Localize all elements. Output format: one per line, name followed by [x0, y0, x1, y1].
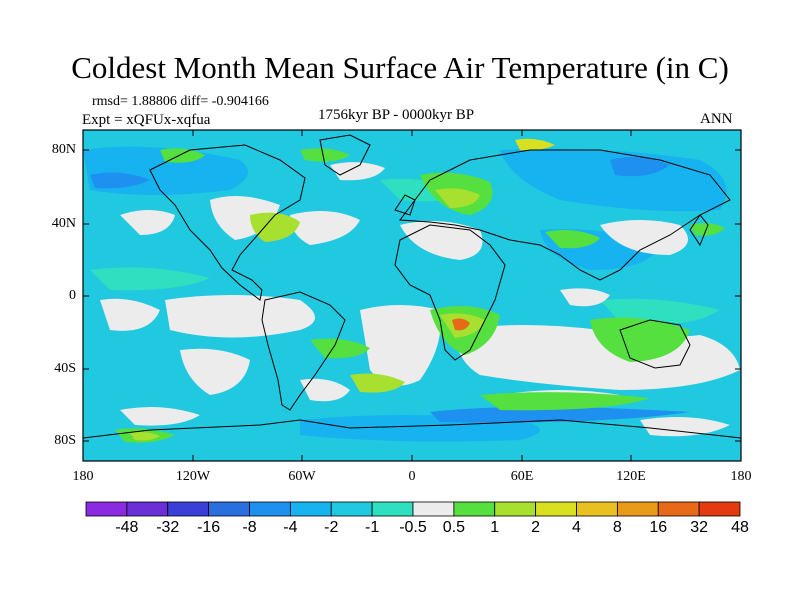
neutral-patch — [100, 298, 160, 331]
neutral-patch — [600, 220, 688, 255]
neglight-patch — [90, 267, 210, 291]
coastlines — [82, 134, 742, 439]
neutral-patch — [120, 406, 200, 426]
uk-coast — [394, 194, 416, 216]
colorbar-label: -48 — [115, 519, 139, 536]
colorbar-box — [616, 501, 659, 517]
lon-label-180e: 180 — [730, 469, 752, 484]
posmid-patch — [350, 373, 405, 393]
colorbar-label: 48 — [731, 519, 749, 536]
neutral-patch — [330, 162, 385, 181]
poslight-patch — [480, 392, 650, 411]
axis-ticks — [83, 130, 741, 461]
colorbar-label: -16 — [197, 519, 221, 536]
hot-patch — [452, 318, 470, 331]
colorbar-box — [535, 501, 577, 517]
colorbar-box — [85, 501, 128, 517]
posmid-patch — [130, 432, 160, 441]
colorbar-box — [249, 501, 291, 517]
colorbar-label: 1 — [490, 519, 500, 536]
colorbar-box — [453, 501, 496, 517]
posmid-patch — [250, 212, 300, 242]
neutral-patch — [120, 210, 175, 235]
lon-label-180w: 180 — [72, 469, 94, 484]
colorbar-label: -0.5 — [399, 519, 427, 536]
lon-label-120e: 120E — [616, 469, 646, 484]
colorbar-label: -2 — [324, 519, 339, 536]
experiment-label: Expt = xQFUx-xqfua — [82, 112, 211, 128]
negstrong-patch — [90, 172, 150, 189]
lon-label-60e: 60E — [510, 469, 534, 484]
lat-label-0: 0 — [69, 288, 76, 303]
rmsd-diff-stat: rmsd= 1.88806 diff= -0.904166 — [92, 94, 269, 109]
lon-label-60w: 60W — [288, 469, 316, 484]
lat-label-80n: 80N — [51, 142, 76, 157]
south-america-coast — [261, 291, 346, 411]
temperature-field — [83, 130, 741, 461]
colorbar-label: -1 — [365, 519, 380, 536]
colorbar-label: -4 — [283, 519, 298, 536]
colorbar-box — [208, 501, 250, 517]
neutral-patch — [640, 416, 730, 437]
neutral-patch — [400, 221, 483, 260]
colorbar-box — [371, 501, 414, 517]
neutral-patch — [165, 295, 315, 338]
negmid-patch — [500, 148, 727, 212]
negstrong-patch — [610, 156, 670, 177]
lat-label-40n: 40N — [51, 216, 76, 231]
eurasia-coast — [399, 149, 731, 281]
poslight-patch — [310, 338, 370, 359]
japan-coast — [689, 214, 709, 247]
colorbar-box — [289, 501, 332, 517]
australia-coast — [619, 319, 691, 369]
poslight-patch — [300, 148, 350, 162]
colorbar-label: 0.5 — [442, 519, 465, 536]
neutral-patch — [180, 348, 250, 395]
neutral-patch — [560, 288, 610, 307]
colorbar-label: -8 — [242, 519, 257, 536]
colorbar-box — [698, 501, 741, 517]
colorbar-box — [330, 501, 373, 517]
colorbar-label: 8 — [612, 519, 622, 536]
poslight-patch — [690, 223, 725, 236]
colorbar-box — [657, 501, 700, 517]
colorbar-box — [167, 501, 210, 517]
negstrong-patch — [430, 407, 690, 423]
colorbar-label: -32 — [156, 519, 180, 536]
poslight-patch — [545, 230, 600, 249]
lat-label-40s: 40S — [54, 361, 76, 376]
map-title: Coldest Month Mean Surface Air Temperatu… — [71, 50, 729, 85]
neutral-patch — [300, 378, 350, 402]
colorbar-box — [412, 501, 455, 517]
neutral-patch — [360, 305, 441, 386]
lon-label-120w: 120W — [175, 469, 211, 484]
colorbar-box — [494, 501, 537, 517]
africa-coast — [394, 224, 506, 361]
colorbar-box — [576, 501, 618, 517]
colorbar-box — [126, 501, 169, 517]
north-america-coast — [149, 144, 306, 301]
colorbar-label: 32 — [690, 519, 709, 536]
season-label: ANN — [700, 111, 733, 127]
posmid-patch — [435, 188, 480, 208]
antarctica-coast — [82, 419, 742, 439]
lon-label-0: 0 — [408, 469, 416, 484]
colorbar-label: 16 — [649, 519, 668, 536]
poslight-patch — [590, 317, 690, 362]
neutral-patch — [290, 211, 360, 245]
posstrong-patch — [515, 138, 555, 151]
colorbar-label: 4 — [572, 519, 581, 536]
colorbar-label: 2 — [531, 519, 541, 536]
greenland-coast — [319, 134, 371, 176]
colorbar — [85, 501, 741, 517]
time-period-label: 1756kyr BP - 0000kyr BP — [318, 107, 475, 123]
lat-label-80s: 80S — [54, 433, 76, 448]
